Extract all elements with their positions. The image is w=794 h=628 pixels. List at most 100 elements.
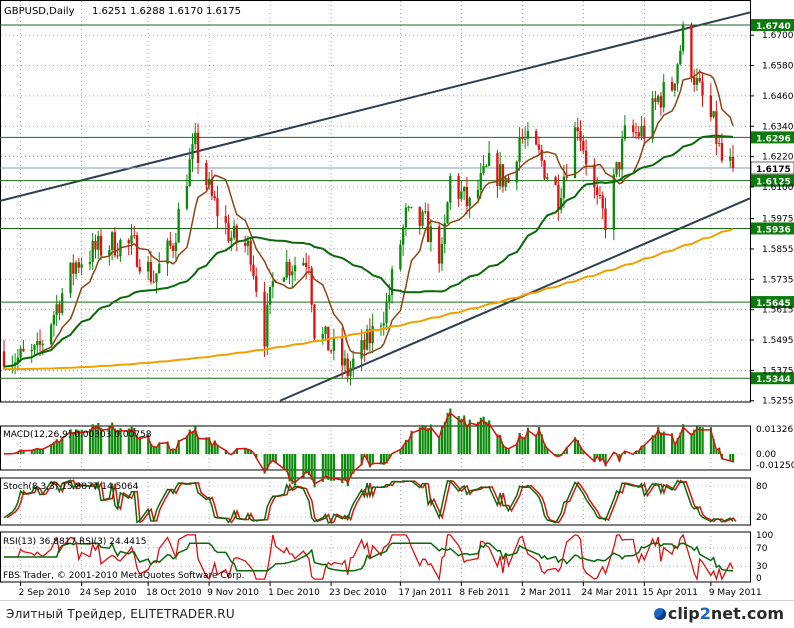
chart-header-symbol: GBPUSD,Daily xyxy=(4,6,75,17)
candle-body xyxy=(50,325,52,344)
candle-body xyxy=(136,235,138,267)
macd-histogram-bar xyxy=(690,433,692,454)
candle-body xyxy=(333,339,335,351)
candle-body xyxy=(527,131,529,139)
candle-body xyxy=(56,304,58,315)
candle-body xyxy=(732,157,734,168)
candle-body xyxy=(632,125,634,132)
macd-histogram-bar xyxy=(422,425,424,454)
price-chart[interactable]: 1.67401.62961.61751.61251.59361.56451.53… xyxy=(0,0,794,600)
macd-axis-label: -0.01250 xyxy=(756,461,794,471)
macd-histogram-bar xyxy=(524,437,526,454)
candle-body xyxy=(283,278,285,282)
price-axis-label: 1.5615 xyxy=(762,306,794,316)
rsi-axis-label: 70 xyxy=(756,544,768,554)
chart-header-high: 1.6288 xyxy=(130,6,165,17)
candle-body xyxy=(216,198,218,216)
macd-histogram-bar xyxy=(521,437,523,454)
stoch-label: Stoch(8,3,3) 15.8877 14.5064 xyxy=(3,482,139,492)
price-level-label: 1.6296 xyxy=(756,134,791,144)
macd-histogram-bar xyxy=(699,427,701,454)
macd-axis-label: 0.01326 xyxy=(756,425,793,435)
candle-body xyxy=(410,207,412,208)
candle-body xyxy=(294,265,296,271)
candle-body xyxy=(166,241,168,264)
rsi-axis-label: 30 xyxy=(756,562,768,572)
candle-body xyxy=(247,241,249,246)
macd-histogram-bar xyxy=(191,431,193,454)
candle-body xyxy=(466,187,468,206)
candle-body xyxy=(710,96,712,118)
candle-body xyxy=(463,187,465,191)
candle-body xyxy=(69,263,71,294)
candle-body xyxy=(111,232,113,250)
macd-histogram-bar xyxy=(460,419,462,454)
candle-body xyxy=(682,25,684,51)
chart-header-open: 1.6251 xyxy=(92,6,127,17)
price-axis-label: 1.5495 xyxy=(762,336,794,346)
candle-body xyxy=(380,326,382,327)
candle-body xyxy=(430,226,432,242)
candle-body xyxy=(446,203,448,224)
candle-body xyxy=(699,78,701,81)
chart-header-low: 1.6170 xyxy=(168,6,203,17)
candle-body xyxy=(191,144,193,159)
candle-body xyxy=(291,271,293,275)
x-axis-label: 2 Mar 2011 xyxy=(520,588,571,598)
candle-body xyxy=(421,212,423,226)
candle-body xyxy=(718,143,720,144)
candle-body xyxy=(72,263,74,274)
macd-histogram-bar xyxy=(466,425,468,454)
candle-body xyxy=(175,243,177,251)
macd-axis-label: 0.00 xyxy=(756,450,776,460)
candle-body xyxy=(58,304,60,313)
candle-body xyxy=(405,208,407,228)
candle-body xyxy=(252,265,254,276)
price-axis-label: 1.6100 xyxy=(762,183,794,193)
candle-body xyxy=(186,186,188,209)
candle-body xyxy=(674,84,676,91)
candle-body xyxy=(654,98,656,102)
candle-body xyxy=(330,351,332,352)
candle-body xyxy=(385,302,387,324)
candle-body xyxy=(729,157,731,161)
candle-body xyxy=(322,334,324,339)
rsi-label: RSI(13) 36.8817 RSI(3) 24.4415 xyxy=(3,537,146,547)
candle-body xyxy=(469,198,471,206)
candle-body xyxy=(676,64,678,83)
candle-body xyxy=(305,263,307,267)
candle-body xyxy=(360,340,362,359)
candle-body xyxy=(272,281,274,287)
candle-body xyxy=(460,191,462,199)
macd-histogram-bar xyxy=(485,422,487,454)
candle-body xyxy=(147,262,149,271)
candle-body xyxy=(230,238,232,242)
price-level-label: 1.6175 xyxy=(756,165,791,175)
candle-body xyxy=(546,177,548,179)
candle-body xyxy=(100,236,102,256)
candle-body xyxy=(213,196,215,198)
stoch-axis-label: 80 xyxy=(756,482,768,492)
candle-body xyxy=(543,161,545,179)
candle-body xyxy=(618,162,620,169)
candle-body xyxy=(635,132,637,133)
x-axis-label: 18 Oct 2010 xyxy=(146,588,202,598)
candle-body xyxy=(696,78,698,85)
candle-body xyxy=(42,344,44,345)
logo-suffix: net xyxy=(711,604,741,623)
rsi-axis-label: 0 xyxy=(756,574,762,584)
candle-body xyxy=(402,227,404,244)
candle-body xyxy=(169,241,171,246)
price-axis-label: 1.5735 xyxy=(762,275,794,285)
candle-body xyxy=(19,349,21,358)
candle-body xyxy=(604,208,606,230)
candle-body xyxy=(566,177,568,178)
candle-body xyxy=(92,241,94,262)
x-axis-label: 24 Mar 2011 xyxy=(581,588,638,598)
price-axis-label: 1.5375 xyxy=(762,366,794,376)
macd-histogram-bar xyxy=(327,454,329,480)
candle-body xyxy=(596,187,598,195)
candle-body xyxy=(679,51,681,64)
candle-body xyxy=(660,96,662,107)
rsi-axis-label: 100 xyxy=(756,531,773,541)
